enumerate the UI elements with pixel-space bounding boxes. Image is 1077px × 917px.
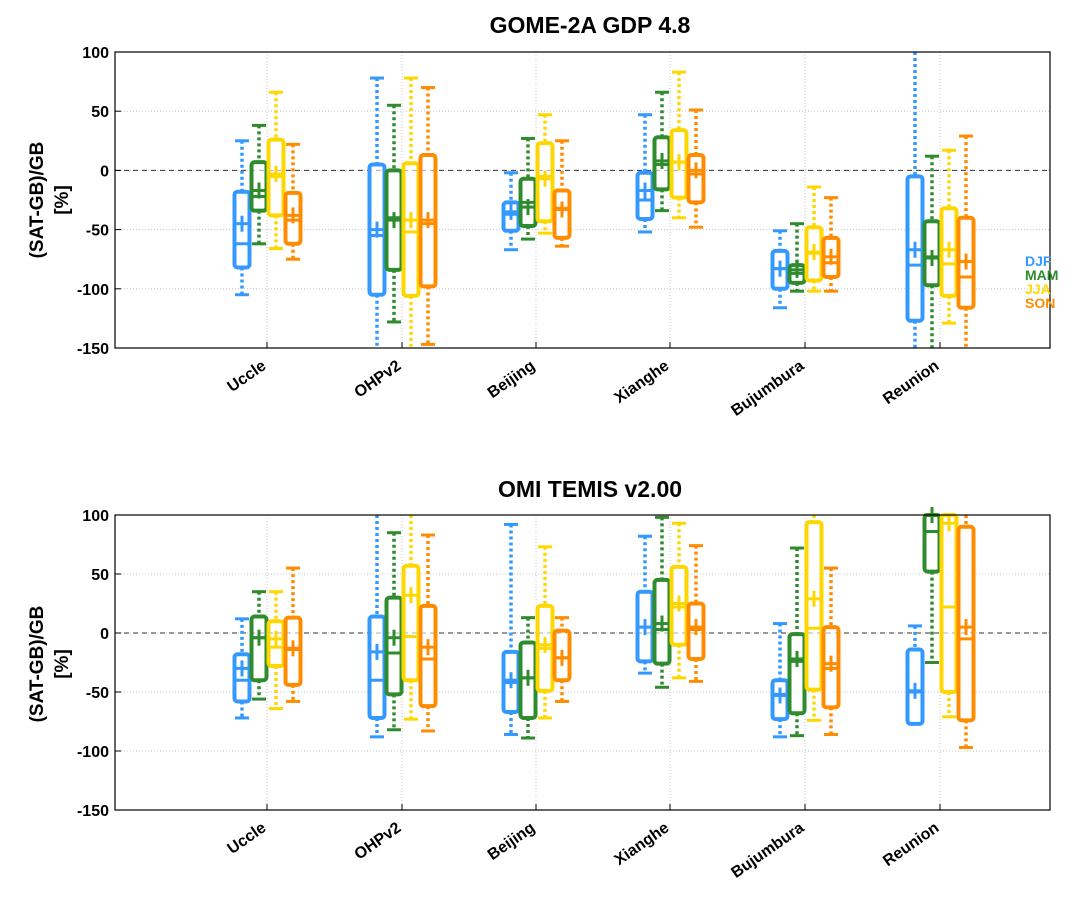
x-tick-label: Xianghe (612, 357, 673, 407)
x-tick-label: Beijing (485, 819, 538, 864)
box-djf-reunion (907, 626, 924, 724)
y-tick-label: 0 (100, 626, 109, 643)
y-tick-label: 50 (91, 104, 109, 121)
chart-title: OMI TEMIS v2.00 (498, 476, 682, 502)
box-mam-bujumbura (789, 224, 806, 291)
box-jja-beijing (537, 115, 554, 233)
box-djf-ohpv2 (369, 78, 386, 348)
box-mam-bujumbura (789, 548, 806, 736)
box-djf-ohpv2 (369, 515, 386, 737)
box-son-xianghe (688, 110, 705, 227)
box-iqr (387, 598, 402, 695)
box-iqr (404, 163, 419, 296)
box-iqr (790, 634, 805, 713)
y-tick-label: -50 (86, 685, 109, 702)
box-djf-beijing (503, 173, 520, 250)
box-djf-uccle (234, 141, 251, 295)
y-tick-label: -100 (77, 744, 109, 761)
box-mam-ohpv2 (386, 533, 403, 730)
y-axis-unit: [%] (52, 649, 73, 679)
x-tick-label: Uccle (225, 819, 270, 857)
box-djf-bujumbura (772, 231, 789, 308)
box-jja-ohpv2 (403, 515, 420, 719)
box-jja-reunion (941, 515, 958, 717)
box-jja-bujumbura (806, 187, 823, 291)
y-tick-label: -50 (86, 223, 109, 240)
panel-omi-temis: OMI TEMIS v2.00 (SAT-GB)/GB [%] 100 50 0 -5… (27, 476, 1050, 882)
y-tick-label: 0 (100, 163, 109, 180)
box-mam-uccle (251, 592, 268, 699)
x-tick-label: Reunion (880, 357, 942, 408)
box-son-bujumbura (823, 568, 840, 734)
box-djf-reunion (907, 52, 924, 348)
box-iqr (689, 155, 704, 202)
box-son-uccle (285, 568, 302, 701)
box-iqr (925, 515, 940, 572)
x-tick-label: Bujumbura (728, 357, 807, 419)
box-mam-beijing (520, 138, 537, 239)
y-tick-label: 100 (82, 508, 109, 525)
x-tick-label: Beijing (485, 357, 538, 402)
x-tick-label: Bujumbura (728, 819, 807, 881)
y-tick-label: -150 (77, 341, 109, 358)
x-tick-label: Reunion (880, 819, 942, 870)
box-son-uccle (285, 144, 302, 259)
box-jja-bujumbura (806, 515, 823, 720)
y-tick-label: -100 (77, 282, 109, 299)
box-mam-xianghe (654, 517, 671, 687)
box-mam-uccle (251, 125, 268, 243)
x-tick-label: OHPv2 (352, 819, 405, 863)
box-djf-xianghe (637, 536, 654, 673)
box-jja-ohpv2 (403, 78, 420, 348)
box-mam-xianghe (654, 92, 671, 210)
box-iqr (370, 616, 385, 717)
box-jja-beijing (537, 547, 554, 718)
box-son-xianghe (688, 546, 705, 682)
chart-title: GOME-2A GDP 4.8 (490, 12, 691, 38)
x-tick-label: Uccle (225, 357, 270, 395)
box-son-reunion (958, 515, 975, 747)
y-tick-label: -150 (77, 803, 109, 820)
y-tick-label: 100 (82, 45, 109, 62)
box-djf-uccle (234, 619, 251, 718)
box-iqr (421, 606, 436, 706)
y-tick-label: 50 (91, 567, 109, 584)
box-son-ohpv2 (420, 535, 437, 731)
legend: DJF MAM JJA SON (1025, 253, 1058, 311)
y-axis-label: (SAT-GB)/GB (27, 606, 48, 723)
box-djf-xianghe (637, 115, 654, 232)
box-son-bujumbura (823, 198, 840, 292)
box-iqr (404, 566, 419, 680)
box-djf-bujumbura (772, 624, 789, 737)
box-mam-beijing (520, 618, 537, 738)
box-iqr (942, 515, 957, 692)
box-iqr (252, 616, 267, 680)
panel-gome2a: GOME-2A GDP 4.8 (SAT-GB)/GB [%] 100 50 0 -5… (27, 12, 1058, 420)
box-son-ohpv2 (420, 88, 437, 345)
box-jja-uccle (268, 92, 285, 248)
box-son-reunion (958, 136, 975, 348)
box-jja-xianghe (671, 72, 688, 218)
box-mam-reunion (924, 507, 941, 663)
legend-item-son: SON (1025, 295, 1055, 311)
box-son-beijing (554, 141, 571, 246)
box-mam-ohpv2 (386, 105, 403, 322)
x-tick-label: OHPv2 (352, 357, 405, 401)
box-jja-reunion (941, 150, 958, 323)
box-jja-xianghe (671, 523, 688, 678)
y-axis-unit: [%] (52, 185, 73, 215)
x-tick-label: Xianghe (612, 819, 673, 869)
y-axis-label: (SAT-GB)/GB (27, 142, 48, 259)
box-son-beijing (554, 618, 571, 702)
box-djf-beijing (503, 524, 520, 734)
box-mam-reunion (924, 156, 941, 348)
box-jja-uccle (268, 592, 285, 709)
